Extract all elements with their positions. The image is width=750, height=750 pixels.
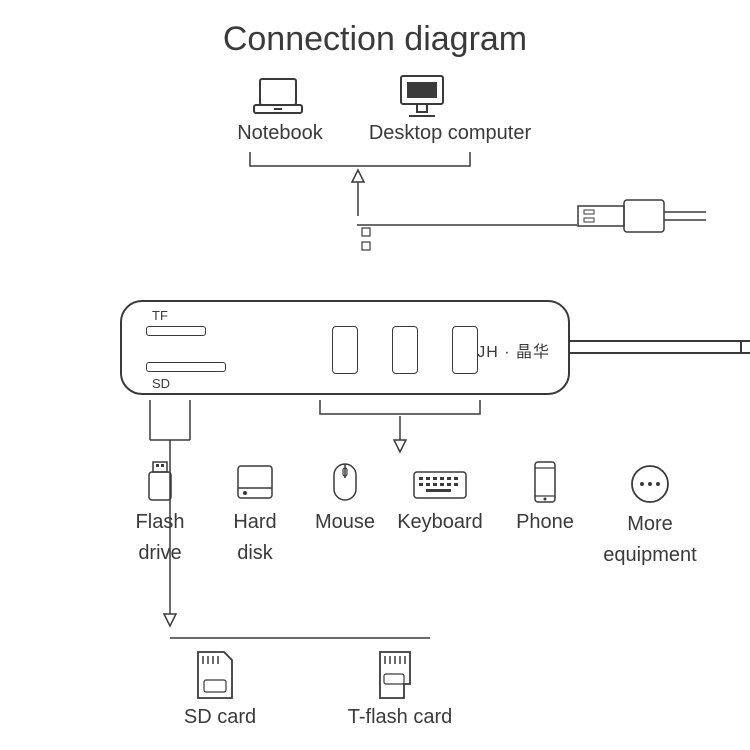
sd-slot-label: SD [152, 376, 170, 391]
page-title: Connection diagram [0, 20, 750, 59]
cards-bracket [170, 624, 430, 645]
keyboard-icon: Keyboard [385, 466, 495, 535]
tflash-card-label: T-flash card [330, 706, 470, 729]
usb-port-3 [452, 326, 478, 374]
desktop-label: Desktop computer [350, 122, 550, 145]
more-label2: equipment [590, 543, 710, 568]
hub-brand-label: JH · 晶华 [477, 338, 550, 362]
notebook-icon [250, 75, 306, 124]
mouse-label: Mouse [300, 510, 390, 535]
more-label1: More [590, 512, 710, 537]
flash-drive-label2: drive [115, 541, 205, 566]
keyboard-label: Keyboard [385, 510, 495, 535]
tf-slot-label: TF [152, 308, 168, 323]
sd-card-label: SD card [160, 706, 280, 729]
usb-port-1 [332, 326, 358, 374]
notebook-label: Notebook [220, 122, 340, 145]
usb-port-2 [392, 326, 418, 374]
sd-slot [146, 362, 226, 372]
hub-cable [570, 340, 750, 354]
sd-card-icon [190, 648, 240, 709]
flash-drive-icon: Flash drive [115, 460, 205, 566]
flash-drive-label1: Flash [115, 510, 205, 535]
usb-line-horizontal [357, 214, 577, 232]
more-icon: More equipment [590, 462, 710, 568]
tf-slot [146, 326, 206, 336]
tflash-card-icon [370, 648, 420, 709]
mouse-icon: Mouse [300, 460, 390, 535]
usb-decoration-squares [360, 226, 390, 261]
usb-hub: TF SD JH · 晶华 [120, 300, 570, 395]
usb-plug-icon [576, 194, 706, 243]
hard-disk-icon: Hard disk [210, 460, 300, 566]
peripherals-arrow [392, 416, 408, 459]
phone-icon: Phone [500, 460, 590, 535]
hard-disk-label2: disk [210, 541, 300, 566]
phone-label: Phone [500, 510, 590, 535]
hard-disk-label1: Hard [210, 510, 300, 535]
desktop-icon [395, 72, 449, 125]
